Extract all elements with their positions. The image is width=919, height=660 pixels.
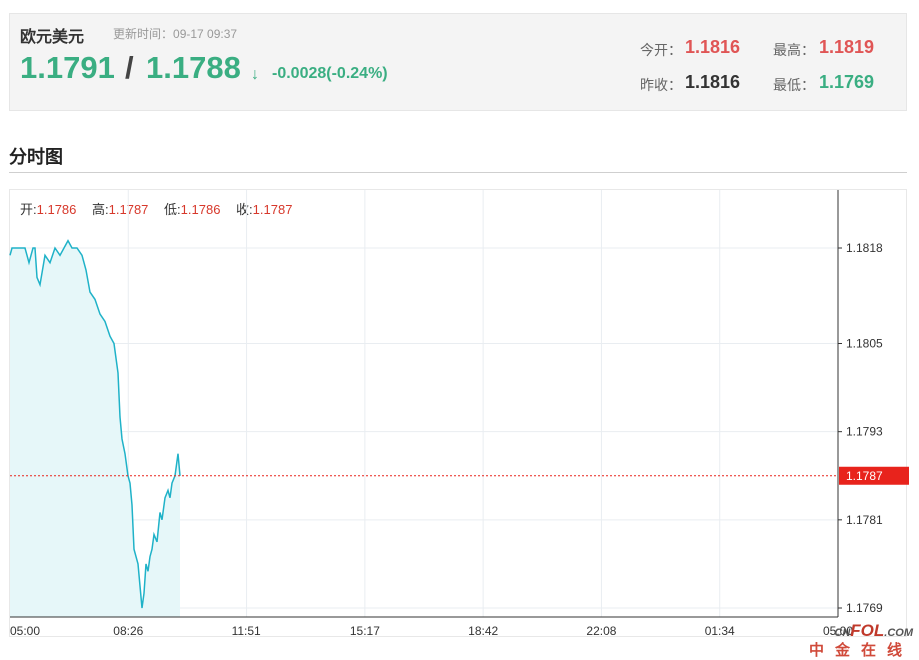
chart-axes [10, 190, 839, 618]
ohlc-low-value: 1.1786 [180, 202, 221, 217]
ask-price: 1.1788 [146, 50, 241, 85]
price-change: -0.0028(-0.24%) [272, 65, 388, 82]
x-tick-label: 22:08 [586, 624, 616, 638]
x-tick-label: 05:00 [823, 624, 853, 638]
x-tick-label: 15:17 [350, 624, 380, 638]
y-tick-label: 1.1781 [846, 513, 883, 527]
current-price-tag [839, 466, 909, 485]
chart-frame [9, 189, 907, 637]
chart-grid [10, 190, 838, 617]
ohlc-readout: 开:1.1786 高:1.1787 低:1.1786 收:1.1787 [20, 199, 304, 218]
y-tick-label: 1.1769 [846, 601, 883, 615]
price-area-fill [10, 240, 180, 617]
x-tick-label: 01:34 [705, 624, 735, 638]
watermark-subtitle: 中金在线 [808, 641, 913, 659]
cnfol-watermark-logo: CNFOL.COM 中金在线 [809, 621, 913, 660]
quote-header-panel [9, 13, 907, 111]
watermark-prefix: CN [834, 627, 851, 639]
ohlc-open-label: 开: [20, 202, 37, 217]
high-value: 1.1819 [819, 37, 875, 57]
low-label: 最低： [773, 77, 815, 93]
high-label: 最高： [773, 42, 815, 58]
open-value: 1.1816 [685, 37, 741, 57]
update-time-value: 09-17 09:37 [173, 27, 238, 41]
section-divider [9, 172, 907, 173]
update-time: 更新时间：09-17 09:37 [113, 25, 237, 42]
x-axis-labels: 05:00 08:26 11:51 15:17 18:42 22:08 01:34 05:00 [10, 624, 853, 638]
ohlc-low-label: 低: [164, 202, 181, 217]
x-tick-label: 05:00 [10, 624, 40, 638]
y-tick-label: 1.1818 [846, 241, 883, 255]
x-tick-label: 11:51 [232, 624, 261, 638]
y-tick-label: 1.1793 [846, 425, 883, 439]
price-separator: / [125, 50, 134, 85]
y-tick-label: 1.1805 [846, 337, 883, 351]
ohlc-close-label: 收: [236, 202, 253, 217]
prev-close-label: 昨收： [640, 77, 682, 93]
watermark-brand: FOL [850, 621, 885, 640]
ohlc-open-value: 1.1786 [36, 202, 77, 217]
arrow-down-icon: ↓ [251, 66, 259, 83]
y-axis-labels: 1.1818 1.1805 1.1793 1.1781 1.1769 [838, 241, 883, 615]
current-price-label: 1.1787 [846, 469, 883, 483]
open-label: 今开： [640, 42, 682, 58]
watermark-suffix: .COM [884, 627, 913, 639]
bid-price: 1.1791 [20, 50, 115, 85]
price-line [9, 239, 181, 609]
symbol-name: 欧元美元 [20, 29, 85, 46]
prev-close-value: 1.1816 [685, 72, 741, 92]
low-value: 1.1769 [819, 72, 875, 92]
ohlc-close-value: 1.1787 [252, 202, 293, 217]
x-tick-label: 08:26 [113, 624, 143, 638]
ohlc-high-label: 高: [92, 202, 109, 217]
x-tick-label: 18:42 [468, 624, 498, 638]
update-time-label: 更新时间： [113, 27, 174, 41]
section-title: 分时图 [9, 147, 63, 167]
